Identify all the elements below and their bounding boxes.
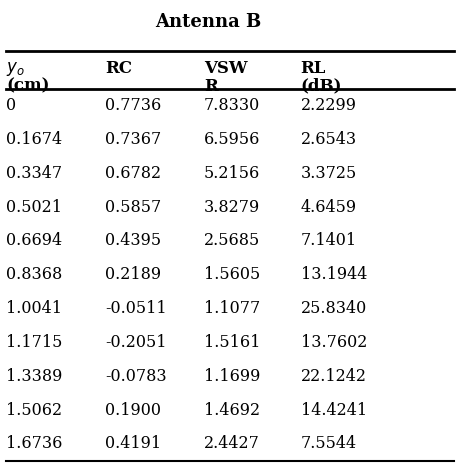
Text: 0.7367: 0.7367 bbox=[105, 131, 161, 148]
Text: 1.1077: 1.1077 bbox=[204, 300, 260, 317]
Text: 25.8340: 25.8340 bbox=[301, 300, 367, 317]
Text: $y_o$: $y_o$ bbox=[6, 60, 25, 78]
Text: 0.7736: 0.7736 bbox=[105, 97, 161, 114]
Text: 13.1944: 13.1944 bbox=[301, 266, 367, 283]
Text: 6.5956: 6.5956 bbox=[204, 131, 260, 148]
Text: 1.0041: 1.0041 bbox=[6, 300, 62, 317]
Text: 0.6694: 0.6694 bbox=[6, 232, 62, 249]
Text: 14.4241: 14.4241 bbox=[301, 401, 367, 419]
Text: -0.0511: -0.0511 bbox=[105, 300, 167, 317]
Text: 0: 0 bbox=[6, 97, 16, 114]
Text: 0.6782: 0.6782 bbox=[105, 164, 161, 182]
Text: 22.1242: 22.1242 bbox=[301, 368, 366, 385]
Text: 0.2189: 0.2189 bbox=[105, 266, 161, 283]
Text: Antenna B: Antenna B bbox=[155, 13, 262, 31]
Text: 0.5021: 0.5021 bbox=[6, 199, 62, 216]
Text: 1.1699: 1.1699 bbox=[204, 368, 260, 385]
Text: 3.8279: 3.8279 bbox=[204, 199, 260, 216]
Text: 7.8330: 7.8330 bbox=[204, 97, 260, 114]
Text: RL: RL bbox=[301, 60, 326, 77]
Text: 1.3389: 1.3389 bbox=[6, 368, 63, 385]
Text: 2.6543: 2.6543 bbox=[301, 131, 357, 148]
Text: VSW: VSW bbox=[204, 60, 247, 77]
Text: 4.6459: 4.6459 bbox=[301, 199, 357, 216]
Text: 0.1674: 0.1674 bbox=[6, 131, 62, 148]
Text: 2.2299: 2.2299 bbox=[301, 97, 356, 114]
Text: 5.2156: 5.2156 bbox=[204, 164, 260, 182]
Text: 2.5685: 2.5685 bbox=[204, 232, 260, 249]
Text: 0.5857: 0.5857 bbox=[105, 199, 161, 216]
Text: -0.0783: -0.0783 bbox=[105, 368, 167, 385]
Text: 0.8368: 0.8368 bbox=[6, 266, 63, 283]
Text: 3.3725: 3.3725 bbox=[301, 164, 357, 182]
Text: 0.4191: 0.4191 bbox=[105, 436, 161, 452]
Text: -0.2051: -0.2051 bbox=[105, 334, 166, 351]
Text: 7.1401: 7.1401 bbox=[301, 232, 357, 249]
Text: 0.4395: 0.4395 bbox=[105, 232, 161, 249]
Text: RC: RC bbox=[105, 60, 132, 77]
Text: (cm): (cm) bbox=[6, 78, 50, 95]
Text: 1.5161: 1.5161 bbox=[204, 334, 260, 351]
Text: 2.4427: 2.4427 bbox=[204, 436, 260, 452]
Text: 13.7602: 13.7602 bbox=[301, 334, 367, 351]
Text: R: R bbox=[204, 78, 218, 95]
Text: 0.3347: 0.3347 bbox=[6, 164, 62, 182]
Text: 1.1715: 1.1715 bbox=[6, 334, 63, 351]
Text: 1.5605: 1.5605 bbox=[204, 266, 260, 283]
Text: 1.6736: 1.6736 bbox=[6, 436, 63, 452]
Text: 0.1900: 0.1900 bbox=[105, 401, 161, 419]
Text: (dB): (dB) bbox=[301, 78, 342, 95]
Text: 1.5062: 1.5062 bbox=[6, 401, 62, 419]
Text: 7.5544: 7.5544 bbox=[301, 436, 357, 452]
Text: 1.4692: 1.4692 bbox=[204, 401, 260, 419]
